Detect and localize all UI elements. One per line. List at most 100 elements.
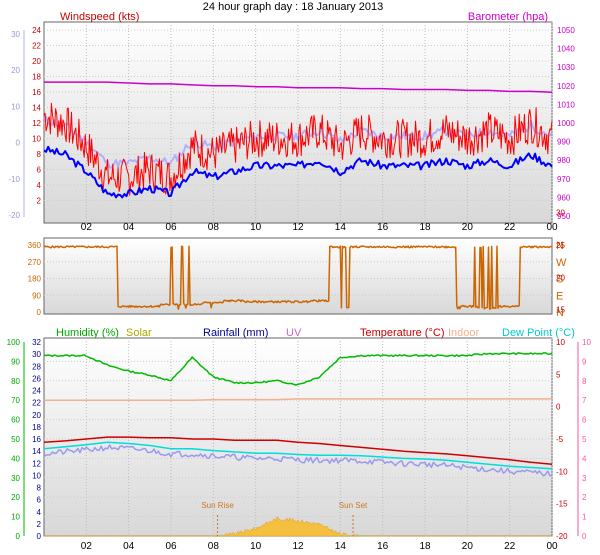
windspeed-tick-label: 14 [32, 104, 41, 113]
temperature-tick-label: -5 [556, 435, 564, 444]
windspeed-tick-label: 8 [37, 150, 42, 159]
windspeed-tick-label: 4 [37, 181, 42, 190]
rainfall-tick-label: 0 [37, 532, 42, 541]
wind-gust-line [43, 102, 553, 196]
temperature-tick-label: 20 [556, 273, 565, 282]
barometer-tick-label: 1050 [557, 26, 575, 35]
humidity-tick-label: 0 [16, 532, 21, 541]
compass-tick-label: W [556, 257, 567, 269]
windspeed-tick-label: 12 [32, 119, 41, 128]
x-tick-label: 16 [377, 222, 389, 233]
humidity-tick-label: 100 [7, 338, 21, 347]
uv-tick-label: 3 [582, 474, 587, 483]
x-tick-label: 20 [462, 541, 474, 552]
rainfall-tick-label: 26 [32, 374, 41, 383]
humidity-tick-label: 80 [11, 377, 20, 386]
page-title: 24 hour graph day : 18 January 2013 [203, 1, 383, 13]
windspeed-tick-label: 6 [37, 166, 42, 175]
windspeed-axis-label: Windspeed (kts) [60, 11, 139, 23]
rainfall-tick-label: 18 [32, 423, 41, 432]
temperature-tick-label: -20 [556, 532, 568, 541]
uv-tick-label: 0 [582, 532, 587, 541]
humidity-line [43, 352, 553, 386]
rainfall-tick-label: 24 [32, 387, 41, 396]
indoor-temperature-line [44, 398, 552, 401]
humidity-tick-label: 50 [11, 435, 20, 444]
dew-point-line [43, 441, 553, 470]
dew-point-variation-line [43, 444, 553, 477]
uv-tick-label: 6 [582, 416, 587, 425]
barometer-tick-label: 990 [557, 138, 571, 147]
rainfall-tick-label: 16 [32, 435, 41, 444]
x-tick-label: 10 [250, 541, 262, 552]
x-tick-label: 08 [208, 541, 220, 552]
x-tick-label: 16 [377, 541, 389, 552]
x-tick-label: 10 [250, 222, 262, 233]
x-tick-label: 12 [292, 222, 304, 233]
barometer-axis-label: Barometer (hpa) [468, 11, 548, 23]
rainfall-tick-label: 14 [32, 447, 41, 456]
humidity-tick-label: 90 [11, 357, 20, 366]
rainfall-tick-label: 6 [37, 496, 42, 505]
uv-tick-label: 7 [582, 396, 587, 405]
barometer-tick-label: 960 [557, 193, 571, 202]
rainfall-tick-label: 4 [37, 508, 42, 517]
x-tick-label: 08 [208, 222, 220, 233]
windspeed-tick-label: 22 [32, 42, 41, 51]
legend-uv: UV [286, 327, 302, 339]
barometer-tick-label: 1010 [557, 100, 575, 109]
temperature-tick-label: 30 [556, 209, 565, 218]
barometer-line [44, 81, 553, 94]
wind-chill-tick-label: -20 [8, 211, 20, 220]
windspeed-tick-label: 16 [32, 88, 41, 97]
windspeed-tick-label: 18 [32, 73, 41, 82]
wind-chill-tick-label: 0 [16, 139, 21, 148]
wind-average-line [43, 145, 553, 199]
wind-chill-tick-label: 10 [11, 102, 20, 111]
humidity-tick-label: 60 [11, 416, 20, 425]
windspeed-tick-label: 20 [32, 57, 41, 66]
direction-tick-label: 90 [32, 291, 41, 300]
barometer-tick-label: 1040 [557, 45, 575, 54]
legend-rain: Rainfall (mm) [203, 327, 268, 339]
x-tick-label: 06 [165, 541, 177, 552]
wind-chill-tick-label: -10 [8, 175, 20, 184]
barometer-tick-label: 980 [557, 156, 571, 165]
sunset-label: Sun Set [339, 501, 368, 510]
compass-tick-label: S [556, 274, 563, 286]
windspeed-tick-label: 24 [32, 26, 41, 35]
windspeed-tick-label: 10 [32, 135, 41, 144]
uv-tick-label: 1 [582, 513, 587, 522]
direction-tick-label: 360 [28, 241, 42, 250]
rainfall-tick-label: 30 [32, 350, 41, 359]
uv-tick-label: 9 [582, 357, 587, 366]
legend-indoor: Indoor [448, 327, 480, 339]
barometer-tick-label: 1000 [557, 119, 575, 128]
x-tick-label: 04 [123, 541, 135, 552]
uv-tick-label: 10 [582, 338, 591, 347]
humidity-tick-label: 30 [11, 474, 20, 483]
barometer-tick-label: 950 [557, 212, 571, 221]
sunrise-label: Sun Rise [201, 501, 234, 510]
x-tick-label: 02 [81, 222, 93, 233]
compass-tick-label: N [556, 240, 564, 252]
x-tick-label: 22 [504, 222, 516, 233]
legend-dew: Dew Point (°C) [502, 327, 575, 339]
rainfall-tick-label: 10 [32, 471, 41, 480]
temperature-tick-label: 10 [556, 338, 565, 347]
temperature-line [43, 436, 553, 465]
x-tick-label: 20 [462, 222, 474, 233]
barometer-tick-label: 970 [557, 175, 571, 184]
temperature-tick-label: -10 [556, 467, 568, 476]
rainfall-tick-label: 32 [32, 338, 41, 347]
rainfall-tick-label: 22 [32, 399, 41, 408]
x-tick-label: 00 [546, 222, 558, 233]
x-tick-label: 00 [546, 541, 558, 552]
uv-tick-label: 5 [582, 435, 587, 444]
x-tick-label: 14 [335, 541, 347, 552]
temperature-tick-label: 15 [556, 306, 565, 315]
humidity-tick-label: 40 [11, 454, 20, 463]
solar-area [44, 516, 552, 537]
x-tick-label: 18 [419, 222, 431, 233]
